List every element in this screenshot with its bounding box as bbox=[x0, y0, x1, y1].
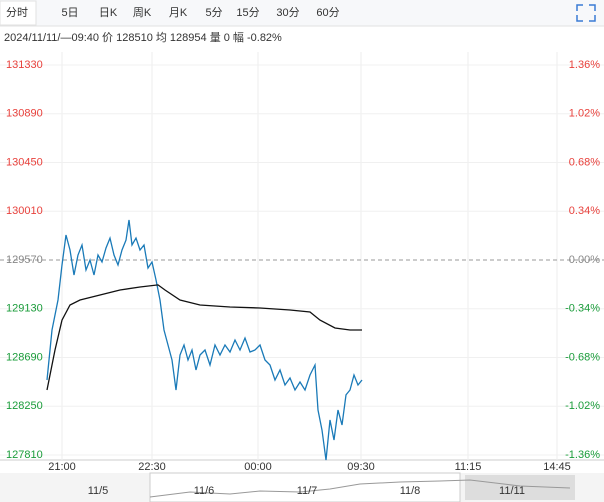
x-tick-label: 22:30 bbox=[138, 461, 166, 473]
tab[interactable]: 60分 bbox=[316, 6, 339, 19]
navigator-label: 11/6 bbox=[194, 485, 215, 497]
tab[interactable]: 日K bbox=[99, 7, 118, 19]
y2-tick-label: 0.00% bbox=[569, 254, 600, 266]
y2-tick-label: 0.68% bbox=[569, 156, 600, 168]
y-tick-label: 130890 bbox=[6, 108, 43, 120]
tab[interactable]: 5分 bbox=[205, 6, 222, 19]
y2-tick-label: -1.02% bbox=[565, 400, 600, 412]
navigator-label: 11/8 bbox=[400, 485, 421, 497]
x-tick-label: 14:45 bbox=[543, 461, 571, 473]
y-tick-label: 129130 bbox=[6, 303, 43, 315]
y-tick-label: 130450 bbox=[6, 156, 43, 168]
series-line bbox=[46, 284, 362, 391]
x-tick-label: 00:00 bbox=[244, 461, 272, 473]
tab-selected bbox=[0, 0, 37, 26]
info-line: 2024/11/11/—09:40 价 128510 均 128954 量 0 … bbox=[4, 31, 282, 44]
x-tick-label: 11:15 bbox=[455, 461, 482, 473]
tab-bar bbox=[0, 0, 604, 26]
y-tick-label: 131330 bbox=[6, 59, 43, 71]
y-tick-label: 129570 bbox=[6, 254, 43, 266]
y2-tick-label: 0.34% bbox=[569, 205, 600, 217]
y2-tick-label: -1.36% bbox=[565, 449, 600, 461]
navigator-line bbox=[149, 479, 571, 498]
tab[interactable]: 15分 bbox=[236, 6, 259, 19]
tab[interactable]: 周K bbox=[133, 6, 152, 19]
series-line bbox=[46, 219, 363, 461]
tab[interactable]: 30分 bbox=[276, 6, 299, 19]
tab[interactable]: 月K bbox=[169, 7, 188, 19]
y2-tick-label: 1.02% bbox=[569, 108, 600, 120]
x-tick-label: 21:00 bbox=[48, 461, 76, 473]
y-tick-label: 130010 bbox=[6, 205, 43, 217]
x-tick-label: 09:30 bbox=[347, 461, 375, 473]
y2-tick-label: -0.68% bbox=[565, 351, 600, 363]
tab[interactable]: 5日 bbox=[61, 7, 78, 19]
navigator-label: 11/7 bbox=[297, 485, 318, 497]
expand-icon[interactable] bbox=[576, 4, 596, 22]
y-tick-label: 128250 bbox=[6, 400, 43, 412]
y2-tick-label: -0.34% bbox=[565, 303, 600, 315]
navigator-window[interactable] bbox=[149, 472, 461, 502]
y-tick-label: 128690 bbox=[6, 351, 43, 363]
navigator-label: 11/5 bbox=[88, 485, 109, 497]
y2-tick-label: 1.36% bbox=[569, 59, 600, 71]
navigator-label: 11/11 bbox=[499, 485, 525, 497]
y-tick-label: 127810 bbox=[6, 449, 43, 461]
tab[interactable]: 分时 bbox=[6, 6, 28, 19]
